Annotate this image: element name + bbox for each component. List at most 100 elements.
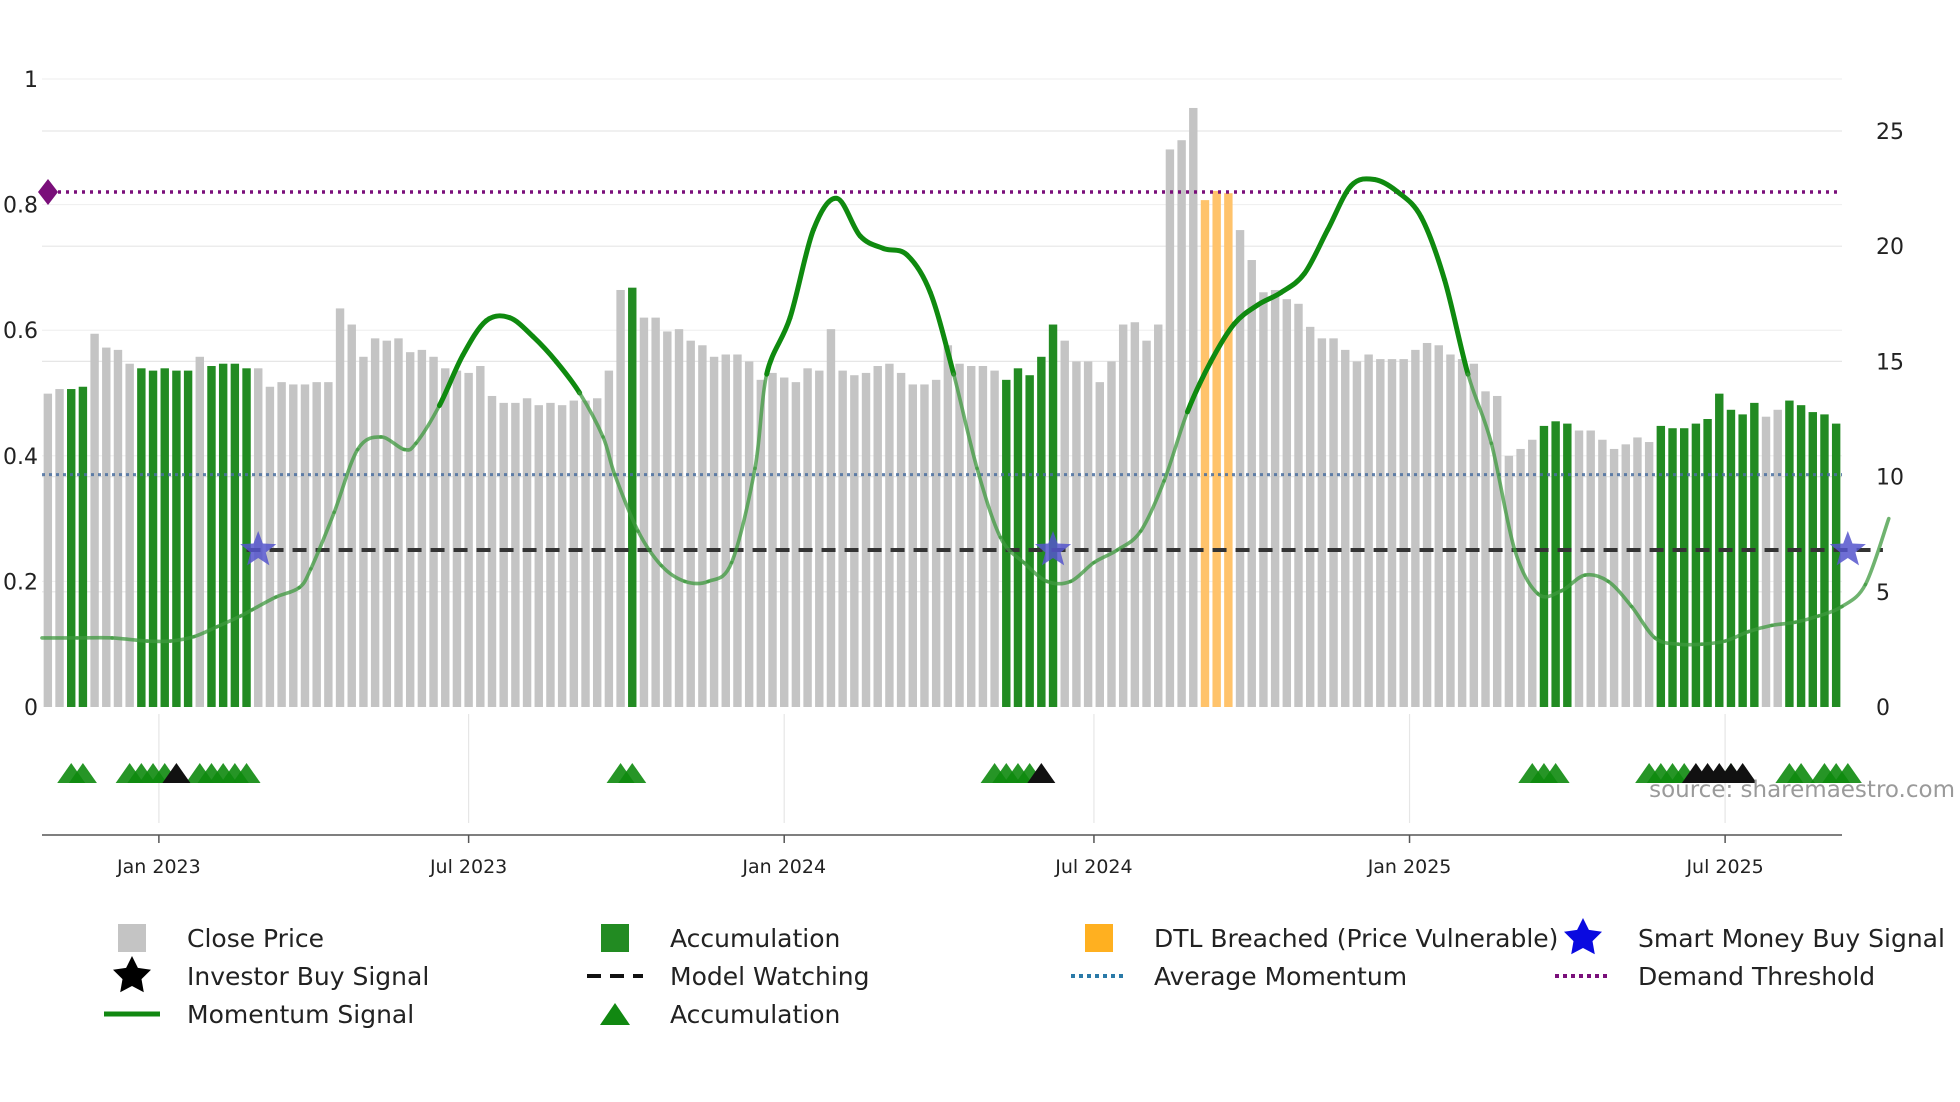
momentum-segment xyxy=(1138,479,1166,533)
x-tick-label: Jan 2023 xyxy=(116,856,201,878)
x-tick-label: Jul 2025 xyxy=(1685,856,1763,878)
investor-triangle xyxy=(1027,763,1056,783)
momentum-segment xyxy=(683,579,711,586)
momentum-segment xyxy=(998,535,1026,565)
close-price-bar xyxy=(499,402,508,707)
close-price-bar xyxy=(721,354,730,707)
momentum-segment xyxy=(1699,639,1727,646)
close-price-bar xyxy=(698,345,707,707)
momentum-segment xyxy=(1676,642,1704,647)
momentum-segment xyxy=(1770,620,1798,628)
close-price-bar xyxy=(955,363,964,707)
close-price-bar xyxy=(1083,361,1093,707)
close-price-bar xyxy=(405,352,415,707)
close-price-bar xyxy=(113,349,123,707)
momentum-segment xyxy=(764,315,793,377)
square-orange-icon xyxy=(1064,920,1134,956)
momentum-segment xyxy=(1512,548,1540,596)
momentum-segment xyxy=(192,624,220,639)
close-price-bar xyxy=(709,356,719,707)
close-price-bar xyxy=(1609,448,1619,707)
legend-item-dtl-breached: DTL Breached (Price Vulnerable) xyxy=(1064,920,1558,956)
close-price-bar xyxy=(487,395,497,707)
close-price-bar xyxy=(616,289,625,707)
momentum-segment xyxy=(1162,410,1190,483)
smart-money-star xyxy=(1829,531,1866,566)
accumulation-bar xyxy=(137,368,146,707)
close-price-bar xyxy=(1095,382,1104,707)
momentum-segment xyxy=(1208,321,1237,365)
close-price-bar xyxy=(1434,345,1443,707)
close-price-bar xyxy=(1247,260,1256,707)
close-price-bar xyxy=(686,340,695,707)
close-price-bar xyxy=(896,372,906,707)
accumulation-bar xyxy=(1048,324,1058,707)
triangle-green-icon xyxy=(580,996,650,1032)
close-price-bar xyxy=(1282,299,1292,707)
right-tick-label: 25 xyxy=(1876,120,1904,145)
accumulation-bar xyxy=(1726,409,1736,707)
close-price-bar xyxy=(1270,289,1280,707)
close-price-bar xyxy=(55,389,64,707)
right-tick-label: 10 xyxy=(1876,466,1904,491)
legend-label: Accumulation xyxy=(670,999,841,1029)
momentum-segment xyxy=(1301,227,1331,277)
momentum-segment xyxy=(355,435,383,452)
close-price-bar xyxy=(522,398,532,707)
price-bars xyxy=(43,107,1841,708)
right-tick-label: 0 xyxy=(1876,696,1890,721)
close-price-bar xyxy=(663,331,672,707)
source-label: source: sharemaestro.com xyxy=(1649,777,1955,803)
close-price-bar xyxy=(382,340,392,707)
momentum-segment xyxy=(507,315,536,339)
momentum-segment xyxy=(1863,516,1891,587)
close-price-bar xyxy=(347,324,356,707)
close-price-bar xyxy=(592,398,602,707)
momentum-segment xyxy=(1816,604,1844,618)
accumulation-bar xyxy=(230,363,240,707)
legend-label: Momentum Signal xyxy=(187,999,415,1029)
momentum-segment xyxy=(1325,183,1354,233)
close-price-bar xyxy=(978,366,988,707)
legend-item-average-momentum: Average Momentum xyxy=(1064,958,1407,994)
close-price-bar xyxy=(1761,416,1771,707)
momentum-segment xyxy=(1489,441,1517,552)
close-price-bar xyxy=(1528,439,1537,707)
close-price-bar xyxy=(803,368,812,707)
close-price-bar xyxy=(1586,430,1595,707)
accumulation-triangle xyxy=(1541,763,1570,783)
momentum-segment xyxy=(414,403,442,446)
close-price-bar xyxy=(1352,361,1362,707)
momentum-segment xyxy=(1840,582,1868,609)
momentum-segment xyxy=(577,391,605,439)
accumulation-bar xyxy=(1820,414,1829,707)
accumulation-bar xyxy=(218,363,228,707)
close-price-bar xyxy=(452,370,462,707)
momentum-segment xyxy=(110,636,149,643)
accumulation-bar xyxy=(148,370,158,707)
close-price-bar xyxy=(931,379,941,707)
close-price-bar xyxy=(476,366,485,707)
accumulation-bar xyxy=(1831,423,1841,707)
accumulation-bar xyxy=(172,370,181,707)
accumulation-triangle xyxy=(232,763,261,783)
legend-item-demand-threshold: Demand Threshold xyxy=(1548,958,1875,994)
close-price-bar xyxy=(674,329,684,707)
accumulation-bar xyxy=(1808,412,1817,707)
close-price-bar xyxy=(780,377,789,707)
accumulation-bar xyxy=(1013,368,1023,707)
dashed-line-icon xyxy=(580,958,650,994)
x-tick-label: Jul 2023 xyxy=(429,856,507,878)
close-price-bar xyxy=(1189,107,1198,707)
x-tick-label: Jan 2025 xyxy=(1367,856,1452,878)
momentum-segment xyxy=(1793,614,1821,625)
accumulation-bar xyxy=(1563,423,1572,707)
accumulation-bar xyxy=(207,366,216,707)
star-black-icon xyxy=(97,956,167,994)
momentum-segment xyxy=(1115,529,1143,552)
close-price-bar xyxy=(370,338,380,707)
close-price-bar xyxy=(277,382,286,707)
close-price-bar xyxy=(885,363,894,707)
momentum-segment xyxy=(1045,579,1073,586)
accumulation-bar xyxy=(183,370,193,707)
